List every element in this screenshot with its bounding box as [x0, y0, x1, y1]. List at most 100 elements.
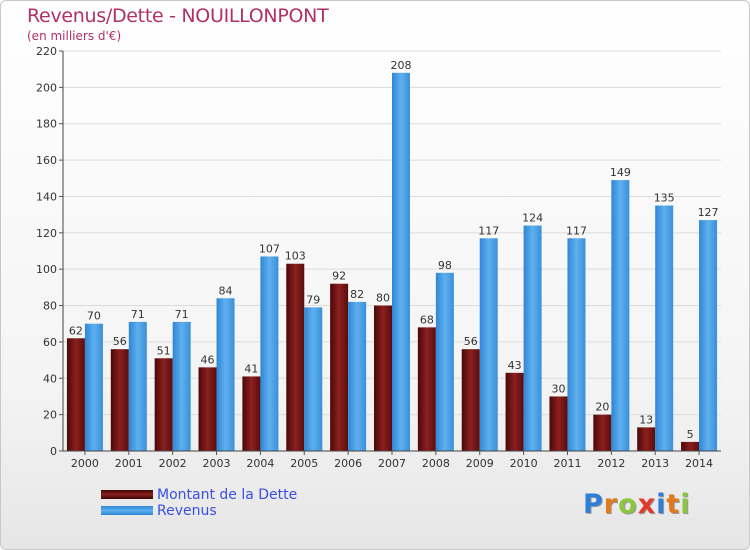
legend-label-dette: Montant de la Dette: [157, 487, 298, 503]
logo-letter: i: [656, 489, 667, 520]
logo-letter: P: [583, 489, 604, 520]
x-tick-label: 2007: [378, 457, 406, 470]
legend-item-dette: Montant de la Dette: [101, 487, 361, 503]
data-label: 149: [610, 166, 631, 179]
legend-swatch-dette: [101, 490, 153, 499]
data-label: 92: [332, 270, 346, 283]
data-label: 80: [376, 292, 390, 305]
data-label: 117: [478, 224, 499, 237]
y-tick-label: 80: [43, 300, 57, 313]
bar-dette: [593, 414, 612, 451]
bar-dette: [417, 327, 436, 451]
proxiti-logo: Proxiti: [583, 489, 691, 520]
bar-revenus: [260, 256, 279, 451]
legend-item-revenus: Revenus: [101, 503, 361, 519]
x-tick-label: 2002: [159, 457, 187, 470]
data-label: 71: [131, 308, 145, 321]
data-label: 13: [639, 413, 653, 426]
bar-revenus: [611, 180, 630, 451]
logo-letter: o: [618, 489, 638, 520]
legend-swatch-revenus: [101, 506, 153, 515]
bar-revenus: [348, 301, 367, 451]
y-tick-label: 140: [36, 190, 57, 203]
data-label: 124: [522, 212, 543, 225]
bar-revenus: [216, 298, 235, 451]
bar-dette: [198, 367, 217, 451]
x-tick-label: 2004: [246, 457, 274, 470]
data-label: 135: [654, 192, 675, 205]
logo-letter: x: [637, 489, 657, 520]
chart-title: Revenus/Dette - NOUILLONPONT: [27, 5, 329, 27]
x-tick-label: 2013: [641, 457, 669, 470]
bar-dette: [154, 358, 173, 451]
y-tick-label: 100: [36, 263, 57, 276]
y-tick-label: 200: [36, 81, 57, 94]
data-label: 117: [566, 224, 587, 237]
data-label: 30: [551, 382, 565, 395]
y-tick-label: 220: [36, 45, 57, 58]
x-tick-label: 2009: [466, 457, 494, 470]
data-label: 98: [438, 259, 452, 272]
logo-letter: r: [603, 489, 619, 520]
bar-dette: [681, 441, 700, 451]
bar-dette: [637, 427, 656, 451]
x-tick-label: 2003: [203, 457, 231, 470]
data-label: 79: [306, 293, 320, 306]
x-tick-label: 2000: [71, 457, 99, 470]
bar-revenus: [172, 321, 191, 451]
bar-revenus: [567, 238, 586, 451]
x-tick-label: 2006: [334, 457, 362, 470]
bar-revenus: [304, 307, 323, 451]
x-tick-label: 2005: [290, 457, 318, 470]
data-label: 107: [259, 242, 280, 255]
bar-dette: [330, 283, 349, 451]
bar-revenus: [523, 225, 542, 451]
y-tick-label: 120: [36, 227, 57, 240]
bar-dette: [286, 263, 305, 451]
data-label: 84: [219, 284, 233, 297]
bar-revenus: [435, 272, 454, 451]
x-tick-label: 2001: [115, 457, 143, 470]
y-tick-label: 60: [43, 336, 57, 349]
data-label: 41: [244, 362, 258, 375]
data-label: 62: [69, 324, 83, 337]
data-label: 103: [285, 250, 306, 263]
chart-subtitle: (en milliers d'€): [27, 29, 122, 43]
data-label: 56: [464, 335, 478, 348]
data-label: 82: [350, 288, 364, 301]
x-tick-label: 2014: [685, 457, 713, 470]
y-tick-label: 20: [43, 409, 57, 422]
bar-revenus: [699, 220, 718, 451]
x-tick-label: 2012: [597, 457, 625, 470]
y-tick-label: 40: [43, 372, 57, 385]
data-label: 56: [113, 335, 127, 348]
bar-revenus: [479, 238, 498, 451]
y-tick-label: 0: [50, 445, 57, 458]
logo-letter: i: [680, 489, 691, 520]
bar-dette: [66, 338, 85, 451]
x-tick-label: 2010: [510, 457, 538, 470]
bar-dette: [110, 349, 129, 451]
x-tick-label: 2008: [422, 457, 450, 470]
bar-dette: [505, 372, 524, 451]
data-label: 43: [508, 359, 522, 372]
data-label: 127: [698, 206, 719, 219]
bar-revenus: [128, 321, 147, 451]
data-label: 68: [420, 313, 434, 326]
data-label: 71: [175, 308, 189, 321]
y-tick-label: 160: [36, 154, 57, 167]
data-label: 51: [157, 344, 171, 357]
bar-revenus: [84, 323, 103, 451]
legend-label-revenus: Revenus: [157, 503, 217, 519]
bar-dette: [549, 396, 568, 451]
legend: Montant de la Dette Revenus: [101, 487, 361, 519]
bar-dette: [461, 349, 480, 451]
data-label: 5: [687, 428, 694, 441]
bar-dette: [374, 305, 392, 451]
data-label: 20: [595, 401, 609, 414]
logo-letter: t: [666, 489, 681, 520]
x-tick-label: 2011: [553, 457, 581, 470]
bar-revenus: [392, 72, 410, 452]
y-tick-label: 180: [36, 118, 57, 131]
